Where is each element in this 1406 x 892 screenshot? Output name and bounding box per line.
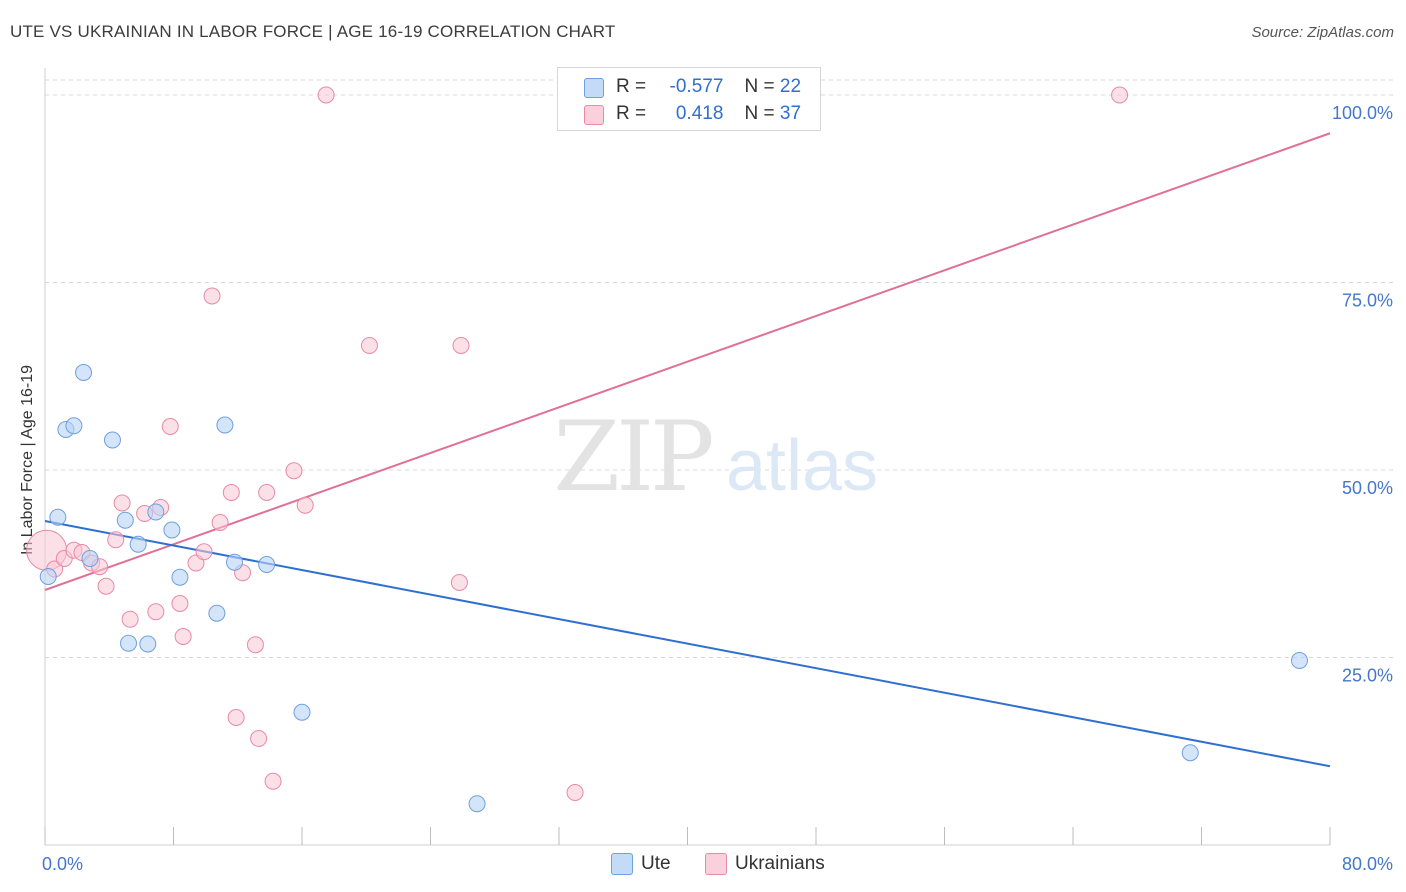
- ute-point: [226, 553, 244, 571]
- ute-point: [129, 535, 147, 553]
- ute-point: [468, 795, 486, 813]
- ute-point: [163, 521, 181, 539]
- ukrainians-point: [285, 462, 303, 480]
- ute-swatch: [584, 78, 604, 98]
- y-tick-label: 50.0%: [1342, 478, 1393, 498]
- ukrainians-point: [97, 577, 115, 595]
- ukr-legend-label: Ukrainians: [735, 853, 825, 874]
- ukrainians-point: [195, 543, 213, 561]
- ute-point: [1290, 652, 1308, 669]
- ute-r-label: R =: [616, 76, 647, 97]
- ukrainians-point: [250, 730, 268, 747]
- ute-point: [75, 364, 93, 381]
- ute-point: [120, 634, 138, 652]
- ukrainians-point: [296, 496, 314, 514]
- ukrainians-point: [452, 337, 470, 354]
- ute-point: [258, 556, 276, 573]
- ukr-r-label: R =: [616, 103, 647, 124]
- ute-point: [208, 604, 226, 622]
- chart-title: UTE VS UKRAINIAN IN LABOR FORCE | AGE 16…: [10, 22, 616, 41]
- ukrainians-trend-line: [44, 132, 1331, 591]
- ute-legend-label: Ute: [641, 853, 671, 874]
- ukrainians-point: [203, 287, 221, 305]
- ute-point: [216, 416, 234, 434]
- ute-point: [65, 417, 83, 435]
- ute-point: [171, 568, 189, 586]
- ute-point: [293, 703, 311, 721]
- ute-point: [39, 568, 57, 585]
- ute-point: [103, 431, 121, 449]
- ukrainians-point: [317, 86, 335, 104]
- axes: [44, 68, 1331, 846]
- data-points: [26, 86, 1308, 813]
- ute-point: [49, 508, 67, 526]
- ukrainians-point: [113, 494, 131, 512]
- watermark-atlas: atlas: [726, 426, 878, 506]
- ukrainians-point: [121, 610, 139, 628]
- ute-point: [1181, 744, 1199, 762]
- ukrainians-point: [222, 484, 240, 501]
- tick-labels: 25.0% 50.0% 75.0% 100.0% 0.0% 80.0%: [42, 103, 1393, 874]
- y-tick-label: 100.0%: [1332, 103, 1393, 123]
- ukrainians-point: [246, 636, 264, 654]
- ukrainians-point: [566, 784, 584, 801]
- ukrainians-point: [227, 709, 245, 726]
- ukrainians-point: [258, 484, 276, 501]
- ute-point: [116, 511, 134, 529]
- ute-n-value: 22: [779, 76, 802, 97]
- ukrainians-point: [171, 595, 189, 612]
- ukr-r-value: 0.418: [675, 103, 724, 124]
- correlation-legend: R = -0.577 N = 22 R = 0.418 N = 37: [557, 67, 821, 131]
- watermark-zip: ZIP: [553, 401, 712, 513]
- ukr-legend-swatch: [705, 853, 727, 875]
- ukrainians-point: [147, 603, 165, 621]
- ute-n-label: N =: [744, 76, 775, 97]
- ukrainians-point: [161, 418, 179, 435]
- y-tick-label: 25.0%: [1342, 666, 1393, 686]
- ukr-n-label: N =: [744, 103, 775, 124]
- ukrainians-point: [360, 337, 378, 354]
- ukr-n-value: 37: [779, 103, 802, 124]
- ukrainians-point: [174, 628, 192, 645]
- series-legend: Ute Ukrainians: [0, 852, 1406, 878]
- y-tick-label: 75.0%: [1342, 291, 1393, 311]
- ute-point: [81, 550, 99, 567]
- x-tick-label-max: 80.0%: [1342, 854, 1393, 874]
- ukrainians-point: [1111, 86, 1129, 104]
- ute-point: [147, 503, 165, 521]
- ukrainians-point: [450, 574, 468, 591]
- ukrainians-point: [107, 531, 125, 549]
- ukr-swatch: [584, 105, 604, 125]
- watermark: ZIP atlas: [553, 401, 878, 513]
- ute-legend-swatch: [611, 853, 633, 875]
- ute-point: [139, 635, 157, 653]
- ute-r-value: -0.577: [669, 76, 724, 97]
- x-tick-label-min: 0.0%: [42, 854, 83, 874]
- ukrainians-point: [211, 514, 229, 531]
- ukrainians-point: [264, 772, 282, 790]
- source-label: Source: ZipAtlas.com: [1251, 24, 1394, 41]
